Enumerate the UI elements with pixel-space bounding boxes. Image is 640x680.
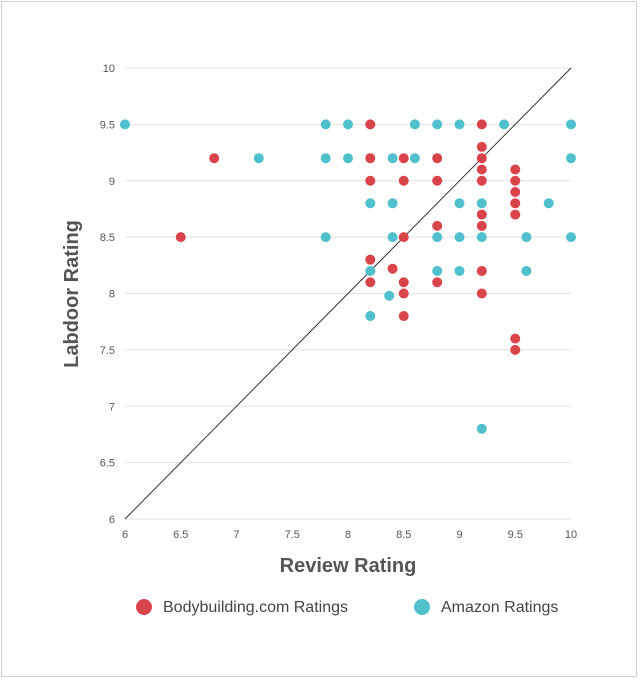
x-tick-label: 10: [565, 529, 577, 541]
amazon-point: [409, 153, 420, 164]
bodybuilding-point: [510, 187, 521, 198]
amazon-point: [521, 232, 532, 243]
amazon-point: [476, 423, 487, 434]
x-tick-label: 9.5: [508, 529, 523, 541]
amazon-point: [387, 153, 398, 164]
amazon-point: [120, 119, 130, 130]
bodybuilding-point: [510, 209, 521, 220]
bodybuilding-point: [398, 277, 409, 288]
legend-label-amazon: Amazon Ratings: [441, 599, 558, 616]
y-tick-label: 7.5: [100, 345, 115, 357]
amazon-point: [566, 232, 576, 243]
bodybuilding-point: [432, 153, 443, 164]
y-tick-label: 7: [109, 401, 115, 413]
y-tick-labels: 6 6.5 7 7.5 8 8.5 9 9.5 10: [100, 63, 115, 526]
bodybuilding-point: [365, 254, 376, 265]
bodybuilding-point: [398, 153, 409, 164]
y-tick-label: 9: [109, 176, 115, 188]
data-points: [120, 119, 576, 434]
amazon-point: [432, 265, 443, 276]
bodybuilding-point: [476, 153, 487, 164]
bodybuilding-point: [476, 209, 487, 220]
bodybuilding-point: [365, 277, 376, 288]
bodybuilding-point: [510, 333, 521, 344]
x-tick-label: 8.5: [396, 529, 411, 541]
amazon-point: [320, 153, 331, 164]
amazon-point: [476, 232, 487, 243]
amazon-point: [409, 119, 420, 130]
amazon-point: [566, 119, 576, 130]
amazon-point: [454, 119, 465, 130]
x-tick-labels: 6 6.5 7 7.5 8 8.5 9 9.5 10: [122, 529, 577, 541]
bodybuilding-point: [209, 153, 220, 164]
amazon-point: [387, 232, 398, 243]
amazon-point: [454, 232, 465, 243]
bodybuilding-point: [510, 164, 521, 175]
bodybuilding-point: [476, 288, 487, 299]
amazon-point: [432, 232, 443, 243]
bodybuilding-point: [432, 175, 443, 186]
bodybuilding-point: [510, 344, 521, 355]
bodybuilding-point: [476, 175, 487, 186]
bodybuilding-point: [476, 220, 487, 231]
amazon-point: [454, 198, 465, 209]
y-tick-label: 8: [109, 289, 115, 301]
y-tick-label: 6: [109, 514, 115, 526]
bodybuilding-point: [398, 232, 409, 243]
bodybuilding-point: [365, 119, 376, 130]
y-tick-label: 6.5: [100, 458, 115, 470]
amazon-point: [499, 119, 510, 130]
x-tick-label: 7.5: [285, 529, 300, 541]
bodybuilding-point: [476, 119, 487, 130]
bodybuilding-point: [175, 232, 186, 243]
x-axis-title: Review Rating: [280, 555, 417, 577]
bodybuilding-point: [398, 175, 409, 186]
amazon-point: [476, 198, 487, 209]
bodybuilding-point: [398, 311, 409, 322]
legend-label-bodybuilding: Bodybuilding.com Ratings: [163, 599, 348, 616]
bodybuilding-point: [432, 220, 443, 231]
amazon-point: [521, 265, 532, 276]
bodybuilding-point: [476, 164, 487, 175]
amazon-point: [387, 198, 398, 209]
x-tick-label: 6.5: [173, 529, 188, 541]
y-tick-label: 9.5: [100, 119, 115, 131]
bodybuilding-point: [476, 265, 487, 276]
bodybuilding-point: [510, 198, 521, 209]
amazon-point: [384, 290, 395, 301]
amazon-point: [253, 153, 264, 164]
legend-marker-bodybuilding: [136, 599, 152, 615]
x-tick-label: 9: [456, 529, 462, 541]
x-tick-label: 7: [233, 529, 239, 541]
amazon-point: [365, 198, 376, 209]
bodybuilding-point: [510, 175, 521, 186]
x-tick-label: 8: [345, 529, 351, 541]
legend: Bodybuilding.com Ratings Amazon Ratings: [136, 599, 558, 616]
amazon-point: [432, 119, 443, 130]
amazon-point: [543, 198, 554, 209]
gridlines: [125, 67, 571, 520]
x-tick-label: 6: [122, 529, 128, 541]
reference-line: [124, 67, 572, 520]
amazon-point: [343, 119, 353, 130]
amazon-point: [566, 153, 576, 164]
bodybuilding-point: [398, 288, 409, 299]
bodybuilding-point: [365, 175, 376, 186]
amazon-point: [320, 119, 331, 130]
y-axis-title: Labdoor Rating: [61, 220, 83, 368]
bodybuilding-point: [432, 277, 443, 288]
amazon-point: [365, 265, 376, 276]
legend-marker-amazon: [414, 599, 430, 615]
bodybuilding-point: [476, 141, 487, 152]
amazon-point: [320, 232, 331, 243]
y-tick-label: 10: [103, 63, 115, 75]
y-tick-label: 8.5: [100, 232, 115, 244]
amazon-point: [365, 311, 376, 322]
bodybuilding-point: [365, 153, 376, 164]
amazon-point: [454, 265, 465, 276]
bodybuilding-point: [387, 263, 398, 274]
amazon-point: [343, 153, 353, 164]
